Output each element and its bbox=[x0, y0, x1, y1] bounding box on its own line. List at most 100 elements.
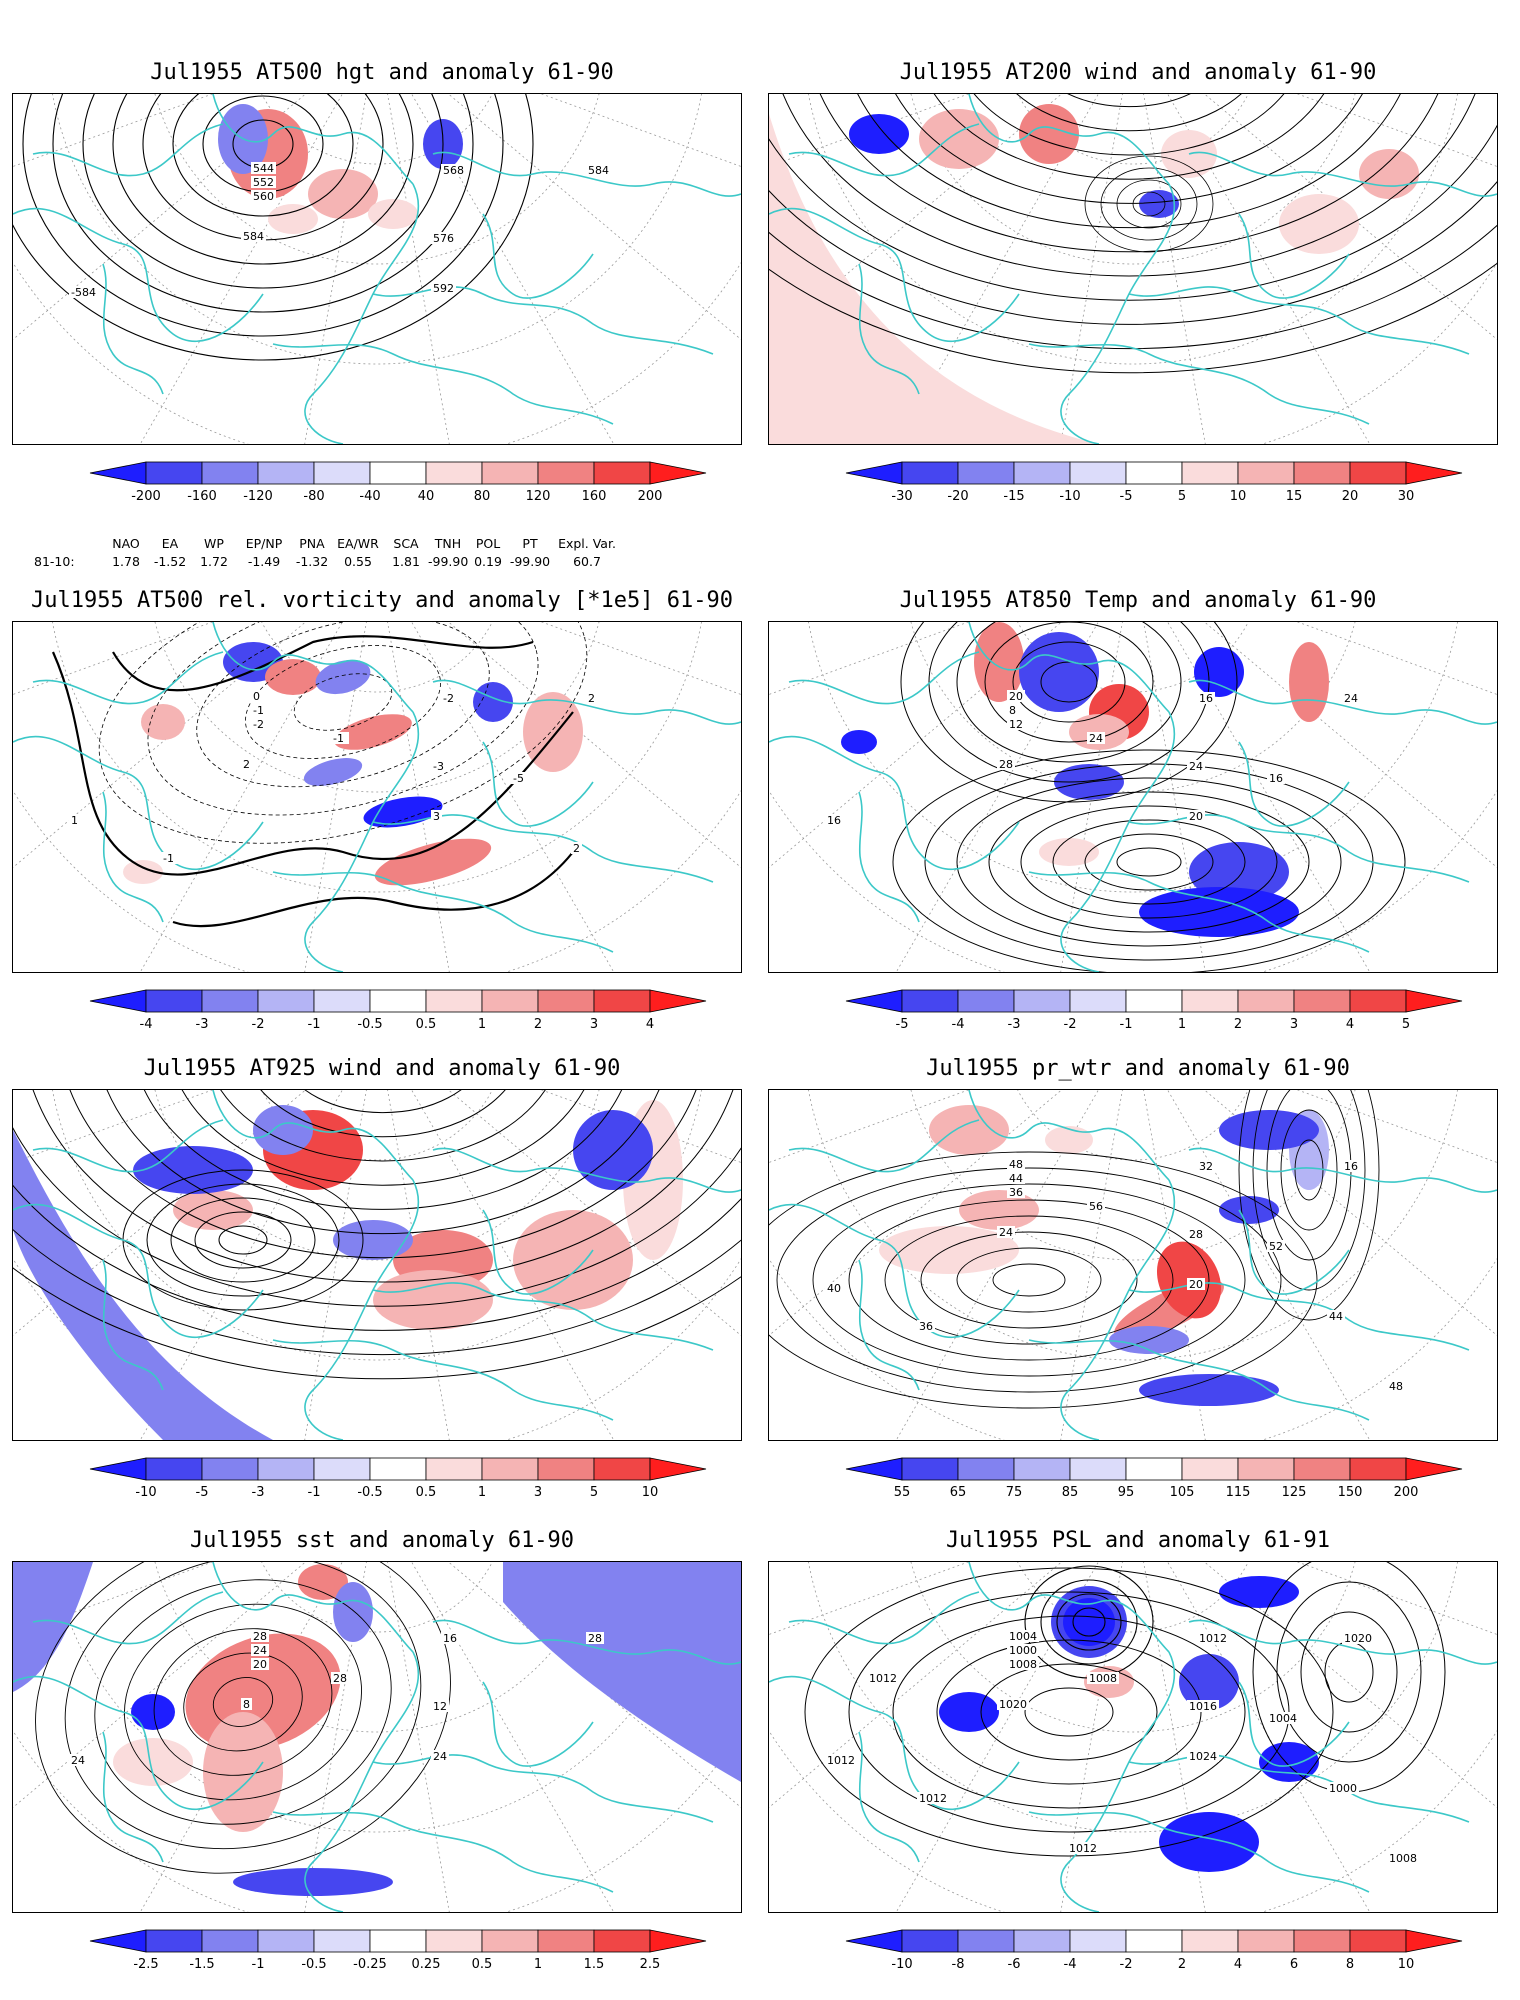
contour-label: 16 bbox=[827, 814, 841, 827]
contour-label-bg bbox=[1387, 1380, 1405, 1392]
colorbar-swatch bbox=[145, 989, 203, 1013]
teleconnection-index-name: NAO bbox=[112, 536, 140, 551]
colorbar-tick-label: 65 bbox=[950, 1485, 967, 1500]
contour-label-bg bbox=[1007, 718, 1025, 730]
contour-label-bg bbox=[1267, 772, 1285, 784]
colorbar-swatch bbox=[1013, 989, 1071, 1013]
contour-label: 24 bbox=[1089, 732, 1103, 745]
panel-vort500: Jul1955 AT500 rel. vorticity and anomaly… bbox=[12, 588, 752, 1048]
colorbar-swatch bbox=[425, 1457, 483, 1481]
anomaly-shading bbox=[13, 1562, 93, 1692]
contour-label-bg bbox=[1187, 1700, 1219, 1712]
colorbar-tick-label: -200 bbox=[131, 489, 161, 504]
colorbar-tick-label: 3 bbox=[1290, 1017, 1298, 1032]
contour-label-bg bbox=[1007, 704, 1018, 716]
colorbar-tick-label: 4 bbox=[646, 1017, 654, 1032]
anomaly-shading bbox=[308, 169, 378, 219]
colorbar-tick-label: 0.5 bbox=[416, 1485, 437, 1500]
contour-label-bg bbox=[997, 1698, 1029, 1710]
contour-lines bbox=[1238, 1090, 1380, 1321]
colorbar-tick-label: 15 bbox=[1286, 489, 1303, 504]
anomaly-shading bbox=[1139, 190, 1179, 218]
colorbar-swatch bbox=[1237, 1929, 1295, 1953]
contour-label-bg bbox=[1267, 1240, 1285, 1252]
teleconnection-index-value: 1.78 bbox=[112, 554, 140, 569]
contour-label-bg bbox=[1067, 1842, 1099, 1854]
contour-label: 12 bbox=[1009, 718, 1023, 731]
streamlines bbox=[769, 94, 1497, 374]
colorbar-swatch bbox=[145, 461, 203, 485]
colorbar-swatch bbox=[1125, 1929, 1183, 1953]
contour-label: -3 bbox=[433, 760, 444, 773]
colorbar-tick-label: -4 bbox=[952, 1017, 965, 1032]
teleconnection-values: 81-10: 1.78 -1.52 1.72 -1.49 -1.32 0.55 1.81 -99… bbox=[34, 553, 622, 571]
contour-label: 20 bbox=[1009, 690, 1023, 703]
contour-label: 1008 bbox=[1389, 1852, 1417, 1865]
coastlines bbox=[13, 94, 741, 444]
contour-label-bg bbox=[511, 772, 529, 784]
graticule bbox=[13, 94, 741, 444]
contour-label-bg bbox=[251, 176, 276, 188]
graticule bbox=[13, 622, 741, 972]
teleconnection-index-name: PNA bbox=[299, 536, 325, 551]
anomaly-shading bbox=[373, 1270, 493, 1330]
map-svg bbox=[13, 1090, 741, 1440]
anomaly-shading bbox=[131, 1694, 175, 1730]
teleconnection-index-value: 60.7 bbox=[573, 554, 601, 569]
colorbar-tick-label: 2 bbox=[1234, 1017, 1242, 1032]
colorbar-tick-label: 1 bbox=[478, 1485, 486, 1500]
contour-label-bg bbox=[331, 732, 349, 744]
colorbar-swatch bbox=[257, 989, 315, 1013]
colorbar-arrow-low bbox=[89, 1457, 147, 1481]
contour-label: 1 bbox=[71, 814, 78, 827]
colorbar-tick-label: 1 bbox=[534, 1957, 542, 1972]
contour-label: 24 bbox=[71, 1754, 85, 1767]
map-frame bbox=[12, 1089, 742, 1441]
contour-label-bg bbox=[441, 164, 466, 176]
colorbar-swatch bbox=[1181, 1929, 1239, 1953]
panel-title: Jul1955 sst and anomaly 61-90 bbox=[189, 1528, 575, 1553]
colorbar-swatch bbox=[1069, 461, 1127, 485]
contour-label: 32 bbox=[1199, 1160, 1213, 1173]
colorbar-tick-label: 115 bbox=[1226, 1485, 1251, 1500]
contour-label: 16 bbox=[443, 1632, 457, 1645]
anomaly-shading bbox=[849, 114, 909, 154]
teleconnection-index-name: EA bbox=[161, 536, 179, 551]
colorbar-arrow-low bbox=[89, 1929, 147, 1953]
contour-label: 12 bbox=[433, 1700, 447, 1713]
colorbar-tick-label: 2 bbox=[534, 1017, 542, 1032]
teleconnection-index-value: -1.49 bbox=[247, 554, 281, 569]
panel-title: Jul1955 AT925 wind and anomaly 61-90 bbox=[143, 1056, 621, 1081]
anomaly-shading bbox=[879, 1226, 1019, 1274]
contour-label: 584 bbox=[243, 230, 264, 243]
colorbar-tick-label: -120 bbox=[243, 489, 273, 504]
contour-label-bg bbox=[251, 1658, 269, 1670]
teleconnection-index-value: -1.32 bbox=[295, 554, 329, 569]
anomaly-shading bbox=[1019, 632, 1099, 712]
anomaly-shading bbox=[1139, 887, 1299, 937]
colorbar-arrow-high bbox=[1405, 1457, 1463, 1481]
colorbar-tick-label: 55 bbox=[894, 1485, 911, 1500]
contour-label: 1012 bbox=[869, 1672, 897, 1685]
colorbar-swatch bbox=[1349, 989, 1407, 1013]
contour-label: 544 bbox=[253, 162, 274, 175]
contour-label: 24 bbox=[1344, 692, 1358, 705]
colorbar-arrow-low bbox=[89, 989, 147, 1013]
colorbar-arrow-high bbox=[1405, 1929, 1463, 1953]
colorbar-svg: -200 -160 -120 -80 -40 40 80 120 160 200 bbox=[89, 461, 707, 504]
contour-label-bg bbox=[441, 692, 459, 704]
anomaly-shading bbox=[374, 838, 492, 886]
contour-label: -1 bbox=[333, 732, 344, 745]
anomaly-shading bbox=[1219, 1196, 1279, 1224]
colorbar-tick-label: 105 bbox=[1170, 1485, 1195, 1500]
contour-label: 24 bbox=[253, 1644, 267, 1657]
anomaly-shading bbox=[1019, 104, 1079, 164]
colorbar-tick-label: -0.25 bbox=[353, 1957, 387, 1972]
colorbar-tick-label: 200 bbox=[638, 489, 663, 504]
colorbar-swatch bbox=[481, 989, 539, 1013]
colorbar-tick-label: 5 bbox=[590, 1485, 598, 1500]
colorbar-arrow-low bbox=[845, 1457, 903, 1481]
colorbar-swatch bbox=[1293, 461, 1351, 485]
